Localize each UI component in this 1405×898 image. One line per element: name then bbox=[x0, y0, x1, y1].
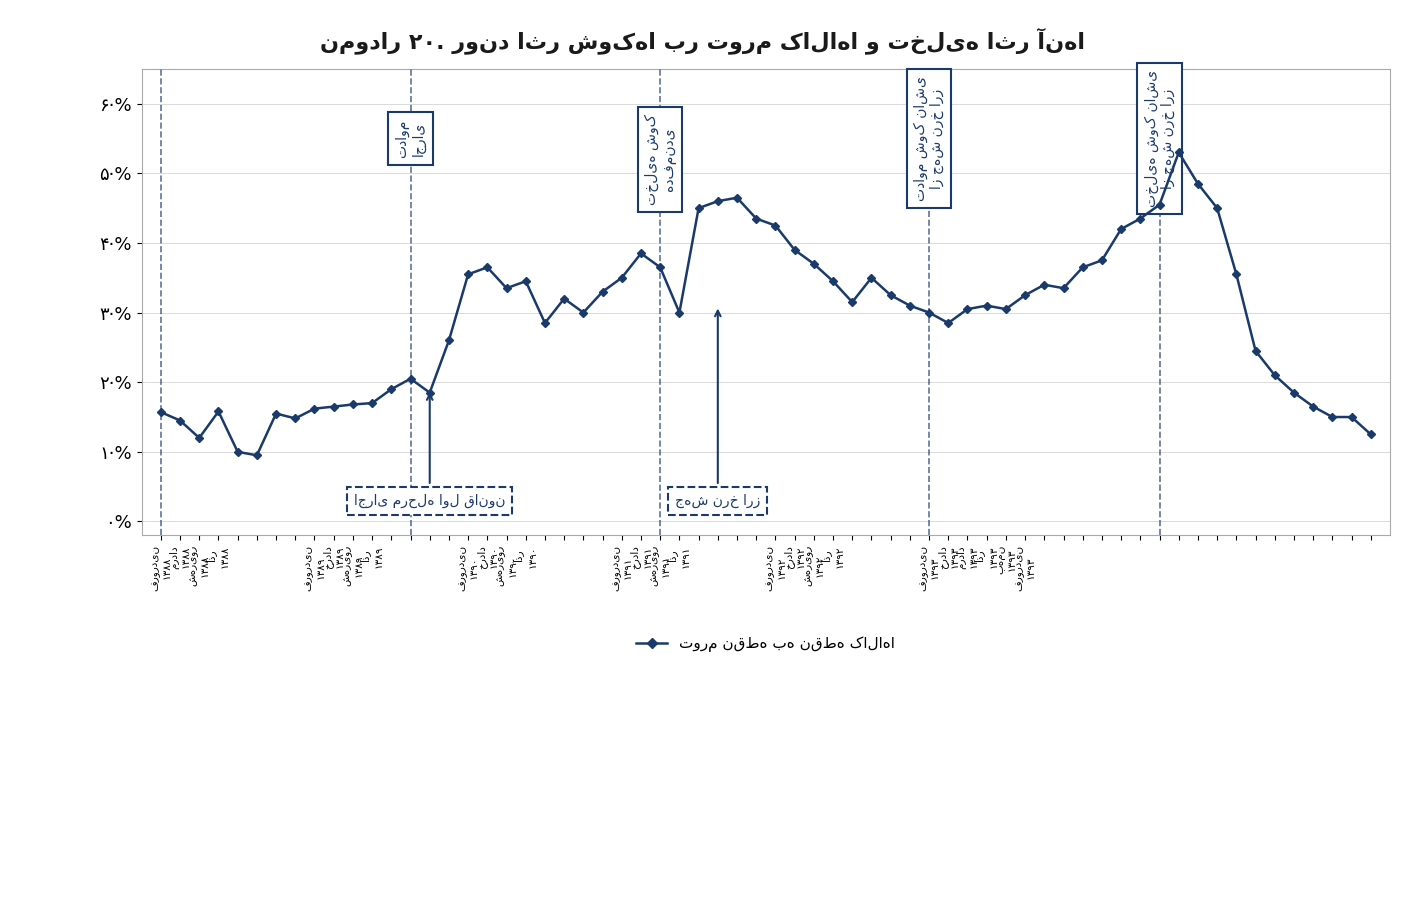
Text: جهش نرخ ارز: جهش نرخ ارز bbox=[676, 311, 760, 507]
Text: اجرای مرحله اول قانون: اجرای مرحله اول قانون bbox=[354, 394, 506, 507]
Text: تخلیه شوک ناشی
از جهش نرخ ارز: تخلیه شوک ناشی از جهش نرخ ارز bbox=[1144, 70, 1175, 207]
Text: نمودار ۲۰. روند اثر شوک‌ها بر تورم کالاها و تخلیه اثر آنها: نمودار ۲۰. روند اثر شوک‌ها بر تورم کالاه… bbox=[320, 27, 1085, 54]
Text: تداوم شوک ناشی
از جهش نرخ ارز: تداوم شوک ناشی از جهش نرخ ارز bbox=[913, 76, 944, 201]
Text: تخلیه شوک
هدفمندی: تخلیه شوک هدفمندی bbox=[645, 114, 676, 205]
Text: تداوم
اجرای: تداوم اجرای bbox=[395, 119, 426, 158]
Legend: تورم نقطه به نقطه کالاها: تورم نقطه به نقطه کالاها bbox=[631, 630, 901, 658]
